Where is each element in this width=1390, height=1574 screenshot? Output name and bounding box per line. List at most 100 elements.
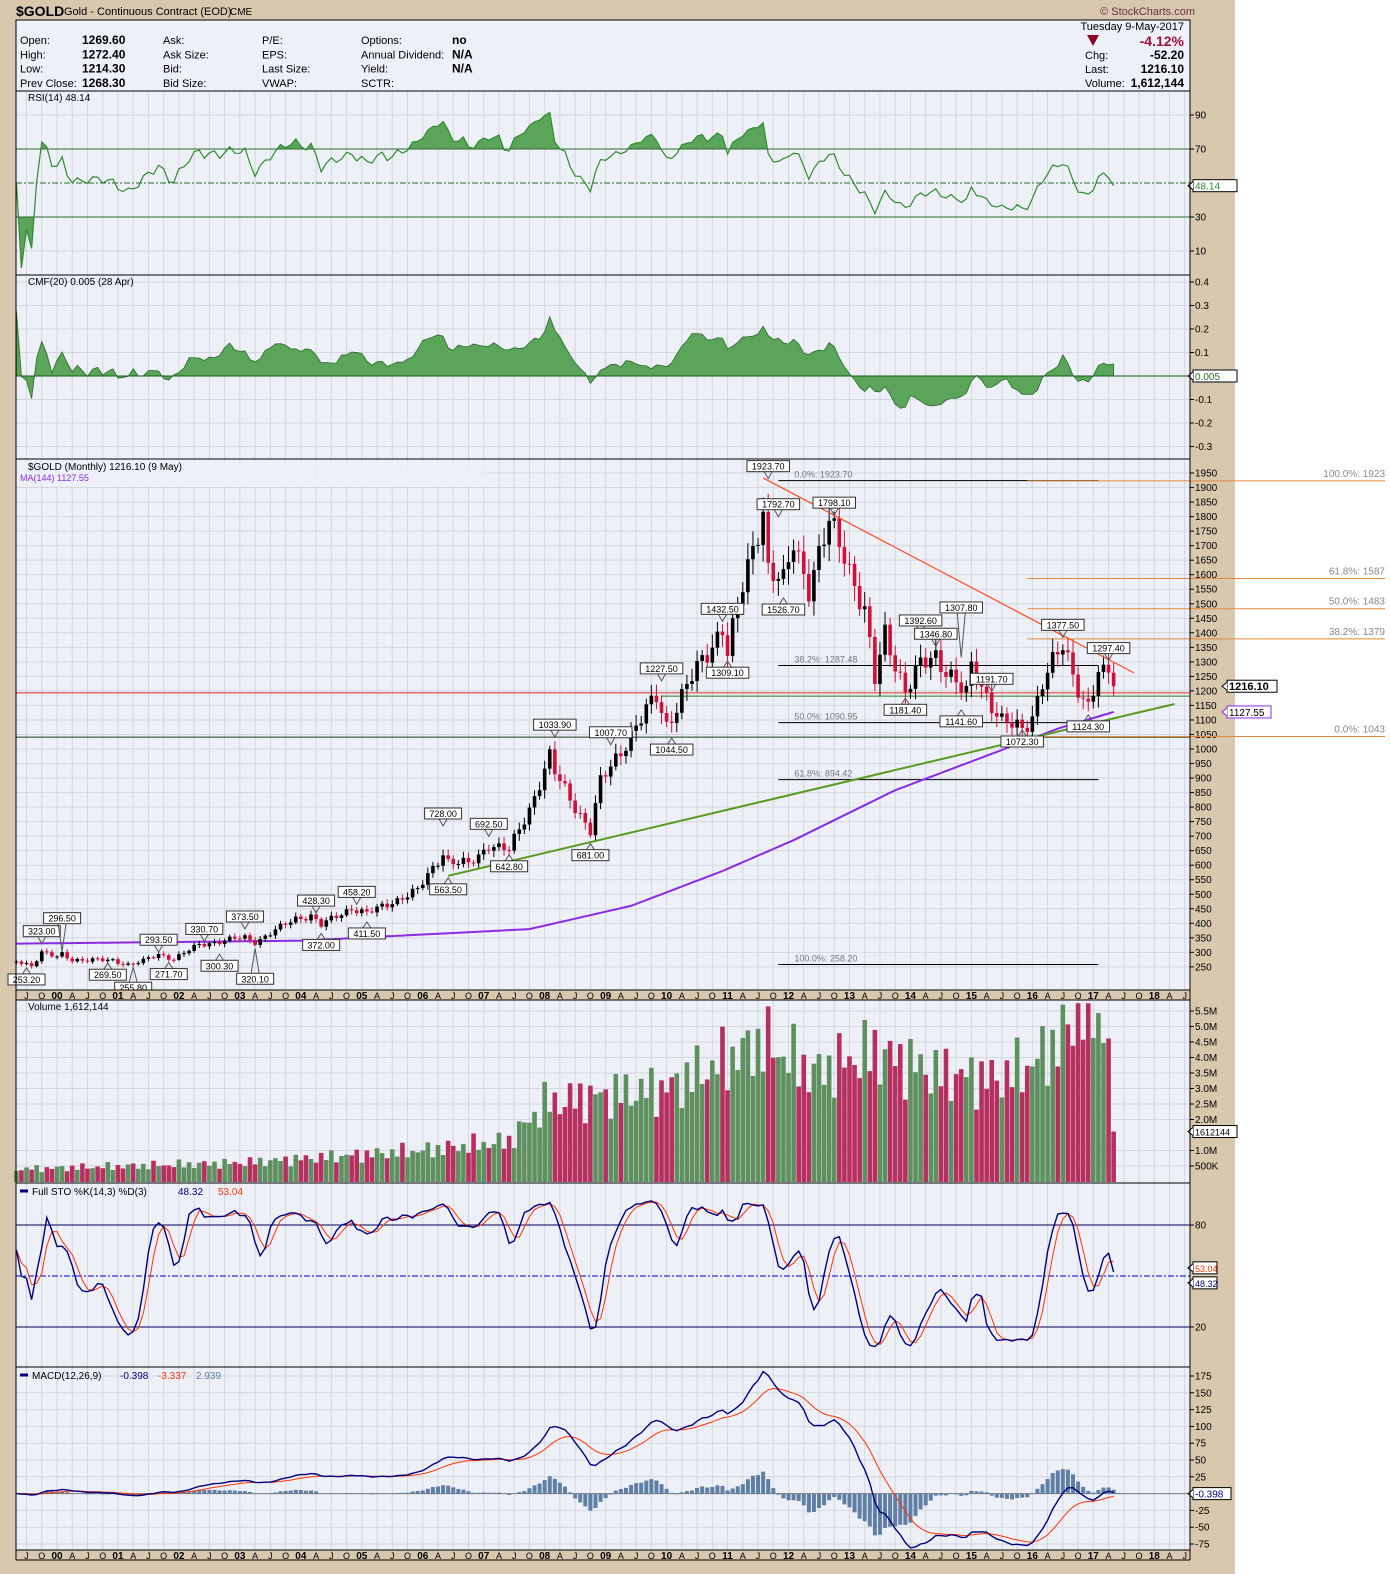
macd-line: [16, 1370, 1114, 1549]
x-axis-label: O: [709, 991, 716, 1001]
annotation-box: [200, 959, 239, 972]
volume-bar: [171, 1167, 177, 1182]
volume-axis-label: 3.5M: [1195, 1069, 1217, 1080]
x-axis-label: J: [634, 991, 639, 1001]
candle-body: [365, 909, 369, 912]
quote-field-value: 1272.40: [82, 47, 126, 61]
candle: [309, 910, 313, 924]
price-annotation: 1798.10: [812, 496, 856, 517]
annotation-label: 269.50: [94, 970, 122, 980]
volume-axis-label: 3.0M: [1195, 1084, 1217, 1095]
volume-bar: [1065, 1024, 1071, 1182]
volume-bar: [496, 1132, 502, 1182]
annotation-box: [588, 726, 633, 739]
macd-histogram-bar: [903, 1493, 908, 1525]
cmf-axis-label: 0.4: [1195, 278, 1209, 289]
macd-histogram-bar: [486, 1492, 491, 1494]
macd-histogram-bar: [928, 1493, 933, 1501]
annotation-label: 1072.30: [1006, 737, 1039, 747]
annotation-pointer: [37, 936, 47, 945]
annotation-pointer: [57, 923, 67, 952]
candle-body: [1096, 672, 1101, 696]
price-axis-label: 600: [1195, 861, 1212, 872]
macd-histogram-bar: [557, 1482, 562, 1494]
candle: [873, 628, 877, 692]
x-axis-label: O: [648, 991, 655, 1001]
candle: [603, 770, 608, 783]
rsi-line: [15, 111, 1115, 269]
volume-bar: [669, 1077, 674, 1182]
annotation-box: [424, 807, 463, 820]
candle-body: [375, 906, 379, 913]
cmf-legend: CMF(20) 0.005 (28 Apr): [28, 277, 134, 288]
macd-histogram-bar: [60, 1491, 65, 1494]
annotation-pointer: [723, 660, 732, 668]
volume-bar: [989, 1059, 995, 1182]
candle-body: [741, 592, 745, 606]
volume-bar: [191, 1167, 197, 1182]
volume-bar: [887, 1040, 893, 1182]
volume-bar: [186, 1162, 192, 1182]
price-axis-label: 450: [1195, 904, 1212, 915]
candle-body: [608, 766, 613, 777]
quote-field-label: VWAP:: [262, 78, 297, 90]
candle-body: [90, 958, 95, 962]
x-axis-label: A: [252, 991, 258, 1001]
candle: [959, 671, 964, 701]
candle: [614, 743, 618, 771]
x-axis-label: J: [85, 1551, 90, 1561]
volume-bar: [781, 1056, 786, 1182]
macd-histogram-bar: [974, 1491, 979, 1494]
annotation-box: [1041, 618, 1085, 631]
macd-histogram-bar: [796, 1493, 801, 1502]
quote-field-label: Low:: [20, 64, 43, 76]
candle-body: [878, 654, 882, 684]
macd-histogram-bar: [410, 1491, 415, 1494]
volume-bar: [268, 1160, 273, 1182]
volume-bar: [608, 1118, 614, 1182]
candle-body: [791, 550, 796, 563]
volume-bar: [308, 1158, 314, 1182]
x-axis-label: A: [984, 991, 990, 1001]
candle-body: [949, 669, 953, 677]
price-annotation: 1377.50: [1041, 618, 1085, 639]
macd-histogram-bar: [131, 1493, 136, 1496]
volume-bar: [679, 1108, 685, 1182]
symbol-name: Gold - Continuous Contract (EOD): [64, 6, 232, 18]
annotation-pointer: [718, 614, 727, 623]
annotation-pointer: [199, 934, 209, 943]
volume-bar: [476, 1149, 481, 1182]
x-axis-label: 02: [173, 1551, 185, 1562]
annotation-box: [185, 922, 224, 935]
candle: [654, 684, 659, 710]
volume-bar: [1009, 1087, 1015, 1182]
candle-body: [1035, 695, 1040, 717]
volume-bar: [847, 1056, 852, 1182]
annotation-pointer: [438, 818, 448, 828]
candle-body: [1111, 672, 1116, 687]
price-annotation: 1432.50: [700, 602, 745, 623]
volume-bar: [699, 1084, 705, 1182]
symbol: $GOLD: [16, 3, 64, 19]
legend-bg: [17, 461, 487, 487]
candle: [786, 546, 791, 585]
x-axis-label: J: [146, 991, 151, 1001]
volume-bar: [776, 1057, 781, 1182]
candle-body: [812, 570, 816, 602]
volume-bar: [770, 1057, 776, 1182]
annotation-pointer: [504, 853, 514, 862]
volume-bar: [430, 1157, 436, 1182]
macd-histogram-bar: [237, 1491, 242, 1494]
x-axis-label: J: [1183, 1551, 1188, 1561]
price-axis-label: 1950: [1195, 469, 1218, 480]
annotation-pointer: [352, 897, 362, 906]
candle: [781, 554, 786, 585]
macd-histogram-bar: [1060, 1469, 1065, 1494]
x-axis-label: A: [984, 1551, 990, 1561]
candle: [324, 917, 329, 931]
volume-bar: [552, 1092, 558, 1182]
candle: [583, 808, 588, 830]
candle: [553, 741, 557, 782]
candle-body: [446, 855, 450, 859]
volume-bar: [501, 1148, 507, 1182]
